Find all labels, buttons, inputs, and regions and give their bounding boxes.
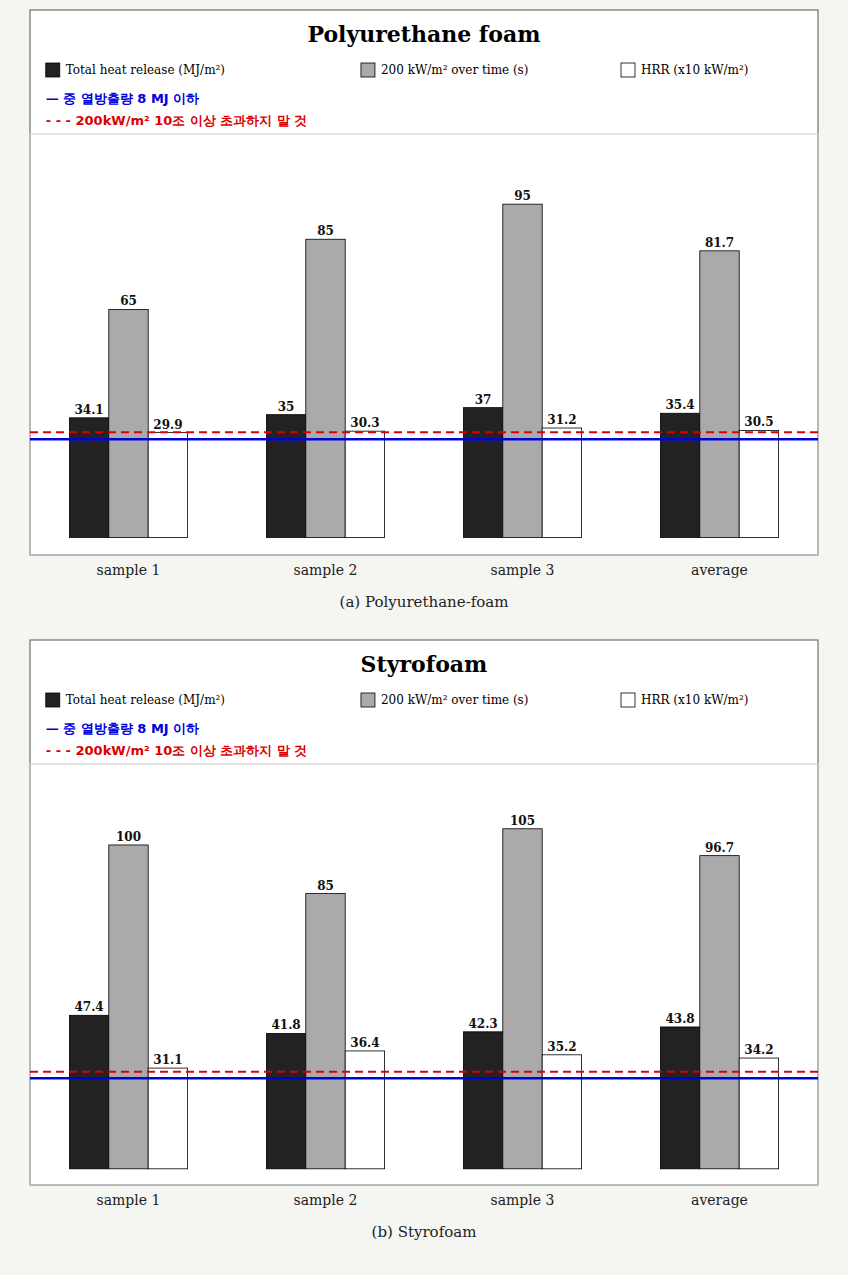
bar <box>69 418 108 538</box>
title: Polyurethane foam <box>307 21 540 47</box>
x-tick-label: sample 2 <box>294 562 358 578</box>
data-label: 37 <box>475 393 492 407</box>
reference-line <box>30 1071 818 1073</box>
chart-panel: Polyurethane foam Total heat release (MJ/… <box>30 10 818 611</box>
x-tick-label: average <box>691 562 748 578</box>
bar <box>700 251 739 538</box>
legend-swatch <box>621 693 635 707</box>
bar <box>700 856 739 1169</box>
legend-entry: 200 kW/m² over time (s) <box>361 693 529 707</box>
data-label: 65 <box>120 294 137 308</box>
marks <box>30 204 818 537</box>
data-label: 100 <box>116 830 141 844</box>
data-label: 36.4 <box>350 1036 379 1050</box>
bar <box>503 204 542 537</box>
panel-frame <box>30 640 818 1185</box>
data-label: 81.7 <box>705 236 734 250</box>
data-label: 35.4 <box>665 398 694 412</box>
chart-panel: Styrofoam Total heat release (MJ/m²) 200 k… <box>30 640 818 1241</box>
data-label: 41.8 <box>271 1018 300 1032</box>
data-label: 43.8 <box>665 1012 694 1026</box>
x-tick-label: sample 3 <box>491 562 555 578</box>
legend-entry: 200 kW/m² over time (s) <box>361 63 529 77</box>
legend-label: HRR (x10 kW/m²) <box>641 693 748 707</box>
legend-entry: Total heat release (MJ/m²) <box>46 693 225 707</box>
data-label: 31.1 <box>153 1053 182 1067</box>
caption: (a) Polyurethane-foam <box>340 593 509 611</box>
legend-swatch <box>361 693 375 707</box>
bar <box>306 894 345 1169</box>
legend-swatch <box>46 693 60 707</box>
legend-swatch <box>361 63 375 77</box>
x-tick-label: sample 2 <box>294 1192 358 1208</box>
data-label: 31.2 <box>547 413 576 427</box>
legend-label: HRR (x10 kW/m²) <box>641 63 748 77</box>
reference-line <box>30 1077 818 1080</box>
reference-line <box>30 438 818 441</box>
data-label: 105 <box>510 814 535 828</box>
data-label: 34.1 <box>74 403 103 417</box>
bar <box>148 433 187 538</box>
bar <box>503 829 542 1169</box>
bar <box>266 1033 305 1168</box>
plot-area <box>30 134 818 555</box>
data-label: 35.2 <box>547 1040 576 1054</box>
figure: Polyurethane foam Total heat release (MJ/… <box>0 0 848 1275</box>
bar <box>109 845 148 1169</box>
legend-label: 200 kW/m² over time (s) <box>381 693 529 707</box>
data-label: 85 <box>317 879 334 893</box>
data-label: 85 <box>317 224 334 238</box>
legend-swatch <box>621 63 635 77</box>
data-label: 30.5 <box>744 415 773 429</box>
bar <box>739 430 778 537</box>
legend-entry: HRR (x10 kW/m²) <box>621 63 748 77</box>
legend-swatch <box>46 63 60 77</box>
bar <box>463 1032 502 1169</box>
bar <box>739 1058 778 1169</box>
annotation: — 중 열방출량 8 MJ 이하 <box>46 721 199 736</box>
x-tick-label: sample 1 <box>97 1192 161 1208</box>
data-label: 95 <box>514 189 531 203</box>
annotation: - - - 200kW/m² 10조 이상 초과하지 말 것 <box>46 743 308 758</box>
annotation: - - - 200kW/m² 10조 이상 초과하지 말 것 <box>46 113 308 128</box>
data-label: 29.9 <box>153 418 182 432</box>
bar <box>266 415 305 538</box>
plot-area <box>30 764 818 1185</box>
legend-label: 200 kW/m² over time (s) <box>381 63 529 77</box>
legend-entry: HRR (x10 kW/m²) <box>621 693 748 707</box>
bar <box>69 1015 108 1169</box>
bar <box>542 428 581 537</box>
data-label: 96.7 <box>705 841 734 855</box>
panel-frame <box>30 10 818 555</box>
data-label: 42.3 <box>468 1017 497 1031</box>
data-label: 35 <box>278 400 295 414</box>
x-tick-label: sample 1 <box>97 562 161 578</box>
caption: (b) Styrofoam <box>372 1223 477 1241</box>
data-label: 34.2 <box>744 1043 773 1057</box>
bar <box>660 1027 699 1169</box>
bar <box>463 408 502 538</box>
annotation: — 중 열방출량 8 MJ 이하 <box>46 91 199 106</box>
x-tick-label: sample 3 <box>491 1192 555 1208</box>
bar <box>148 1068 187 1169</box>
marks <box>30 829 818 1169</box>
data-label: 47.4 <box>74 1000 103 1014</box>
bar <box>345 431 384 537</box>
bar <box>306 239 345 537</box>
bar <box>109 309 148 537</box>
data-label: 30.3 <box>350 416 379 430</box>
legend-label: Total heat release (MJ/m²) <box>66 693 225 707</box>
legend-entry: Total heat release (MJ/m²) <box>46 63 225 77</box>
title: Styrofoam <box>361 651 488 677</box>
bar <box>345 1051 384 1169</box>
reference-line <box>30 431 818 433</box>
legend-label: Total heat release (MJ/m²) <box>66 63 225 77</box>
bar <box>542 1055 581 1169</box>
x-tick-label: average <box>691 1192 748 1208</box>
